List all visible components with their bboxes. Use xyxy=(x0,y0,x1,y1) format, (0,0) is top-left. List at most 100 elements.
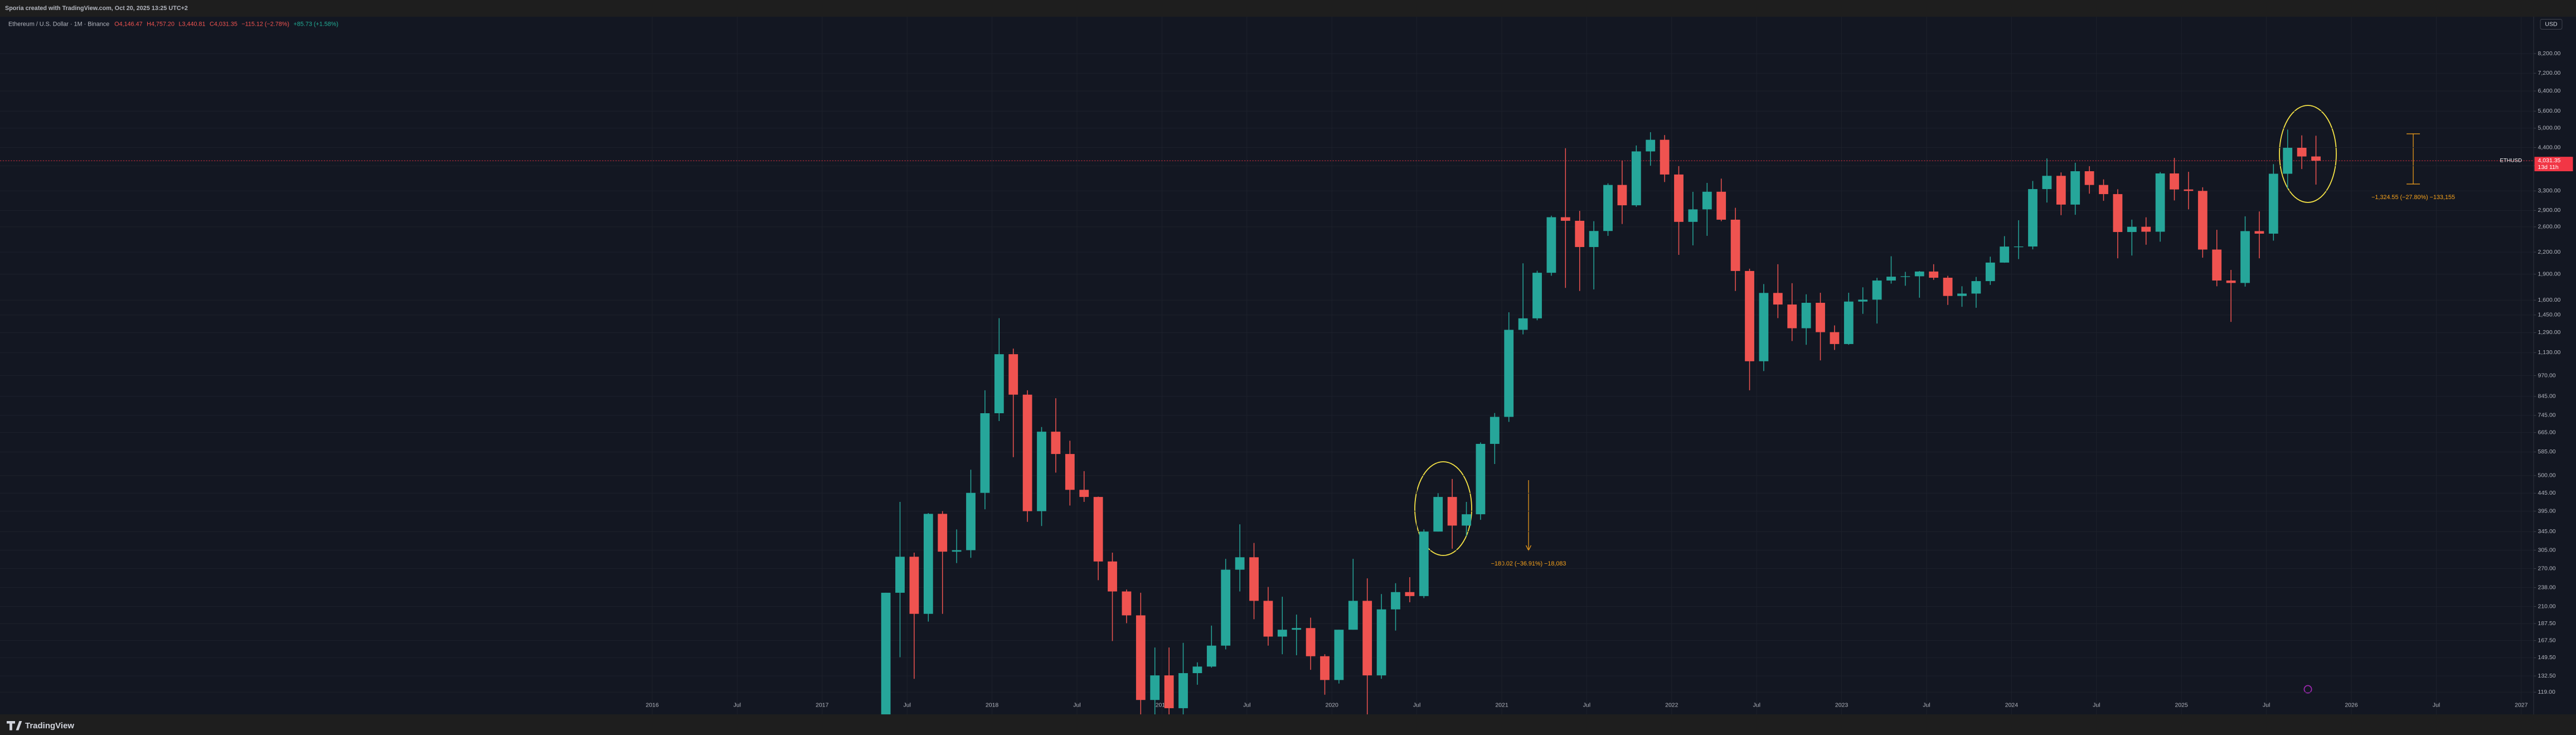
candle-body xyxy=(1192,666,1202,674)
y-tick-label: 238.00 xyxy=(2538,584,2556,591)
candle-body xyxy=(1136,615,1146,700)
candle-body xyxy=(1830,332,1840,344)
measure-label: −180.02 (−36.91%) −18,083 xyxy=(1491,560,1566,567)
x-tick-label: Jul xyxy=(2433,702,2440,708)
candle-body xyxy=(1376,609,1386,676)
grid xyxy=(0,17,2534,715)
candle-body xyxy=(1560,217,1570,221)
candle-body xyxy=(1419,531,1429,596)
candle-body xyxy=(1263,601,1273,637)
x-tick-label: Jul xyxy=(2093,702,2100,708)
x-tick-label: Jul xyxy=(1243,702,1250,708)
x-tick-label: Jul xyxy=(2263,702,2270,708)
candle-body xyxy=(1504,330,1514,417)
currency-box xyxy=(2540,19,2563,30)
candle-body xyxy=(1277,630,1287,637)
candle-body xyxy=(1759,293,1769,361)
highlight-ellipse xyxy=(2279,105,2337,203)
candle-body xyxy=(2056,176,2066,205)
candle-body xyxy=(1730,219,1740,271)
candle-body xyxy=(2212,249,2222,281)
annotation-1: −180.02 (−36.91%) −18,083 xyxy=(1414,461,1566,567)
y-tick-label: 1,900.00 xyxy=(2538,270,2561,277)
x-tick-label: Jul xyxy=(1073,702,1080,708)
candle-body xyxy=(1914,271,1924,277)
x-tick-label: 2020 xyxy=(1326,702,1339,708)
candle-body xyxy=(1235,557,1245,570)
y-tick-label: 2,600.00 xyxy=(2538,224,2561,230)
candle-body xyxy=(1816,302,1825,332)
candle-body xyxy=(2113,194,2123,233)
x-tick-label: 2023 xyxy=(1835,702,1849,708)
candle-body xyxy=(1660,139,1670,175)
candle-body xyxy=(1787,304,1797,328)
x-tick-label: Jul xyxy=(1923,702,1930,708)
x-tick-label: Jul xyxy=(1753,702,1760,708)
candle-body xyxy=(2042,176,2052,190)
candle-body xyxy=(1532,273,1542,318)
open: O4,146.47 xyxy=(114,21,142,27)
candle-body xyxy=(1079,490,1089,497)
candle-body xyxy=(1391,592,1400,610)
candle-body xyxy=(2028,189,2037,247)
candle-body xyxy=(2268,173,2278,234)
y-tick-label: 187.50 xyxy=(2538,620,2556,627)
candle-body xyxy=(1575,220,1585,247)
y-tick-label: 8,200.00 xyxy=(2538,50,2561,57)
candle-body xyxy=(1447,497,1457,526)
candle-body xyxy=(938,514,948,552)
candle-body xyxy=(1546,217,1556,273)
y-tick-label: 1,450.00 xyxy=(2538,312,2561,318)
candle-body xyxy=(1405,592,1415,596)
x-tick-label: Jul xyxy=(903,702,910,708)
candle-body xyxy=(2099,185,2108,195)
y-tick-label: 5,600.00 xyxy=(2538,108,2561,114)
x-tick-label: 2017 xyxy=(816,702,829,708)
logo-mark xyxy=(7,721,22,731)
candle-body xyxy=(1929,271,1939,278)
y-tick-label: 395.00 xyxy=(2538,507,2556,514)
candle-body xyxy=(923,514,933,614)
y-tick-label: 210.00 xyxy=(2538,603,2556,610)
x-tick-label: 2027 xyxy=(2515,702,2528,708)
annotation-2: −1,324.55 (−27.80%) −133,155 xyxy=(2279,105,2455,203)
y-tick-label: 132.50 xyxy=(2538,673,2556,679)
top-bar xyxy=(0,0,2576,17)
candle-body xyxy=(2155,173,2165,232)
y-tick-label: 585.00 xyxy=(2538,448,2556,455)
candle-body xyxy=(1433,497,1443,532)
candle-body xyxy=(2240,231,2250,283)
candle-body xyxy=(2254,231,2264,234)
x-tick-label: Jul xyxy=(1413,702,1420,708)
x-tick-label: 2024 xyxy=(2005,702,2019,708)
brand: TradingView xyxy=(25,721,74,731)
candle-body xyxy=(909,557,919,614)
countdown-label: 13d 11h xyxy=(2538,164,2559,171)
price-badge xyxy=(2534,157,2573,172)
candle-body xyxy=(994,354,1004,413)
y-tick-label: 5,000.00 xyxy=(2538,125,2561,132)
x-tick-label: Jul xyxy=(734,702,741,708)
candle-body xyxy=(980,413,990,493)
candle-body xyxy=(2311,156,2321,161)
candle-body xyxy=(1306,628,1316,656)
candle-body xyxy=(2184,189,2194,191)
y-tick-label: 305.00 xyxy=(2538,547,2556,553)
candle-body xyxy=(1646,139,1656,152)
candle-body xyxy=(1008,354,1018,395)
extra: +85.73 (+1.58%) xyxy=(293,21,338,27)
change: −115.12 (−2.78%) xyxy=(241,21,289,27)
y-tick-label: 500.00 xyxy=(2538,472,2556,479)
candle-body xyxy=(1518,318,1528,330)
candle-body xyxy=(1971,281,1981,294)
price-label: 4,031.35 xyxy=(2538,157,2561,164)
candle-body xyxy=(2297,148,2307,157)
candle-body xyxy=(1957,293,1967,296)
x-tick-label: 2018 xyxy=(986,702,999,708)
candle-body xyxy=(1985,262,1995,282)
candle-body xyxy=(1872,281,1882,300)
symbol: Ethereum / U.S. Dollar · 1M · Binance xyxy=(8,21,109,27)
candle-body xyxy=(966,492,976,550)
candle-body xyxy=(1051,432,1061,454)
y-tick-label: 2,200.00 xyxy=(2538,249,2561,255)
